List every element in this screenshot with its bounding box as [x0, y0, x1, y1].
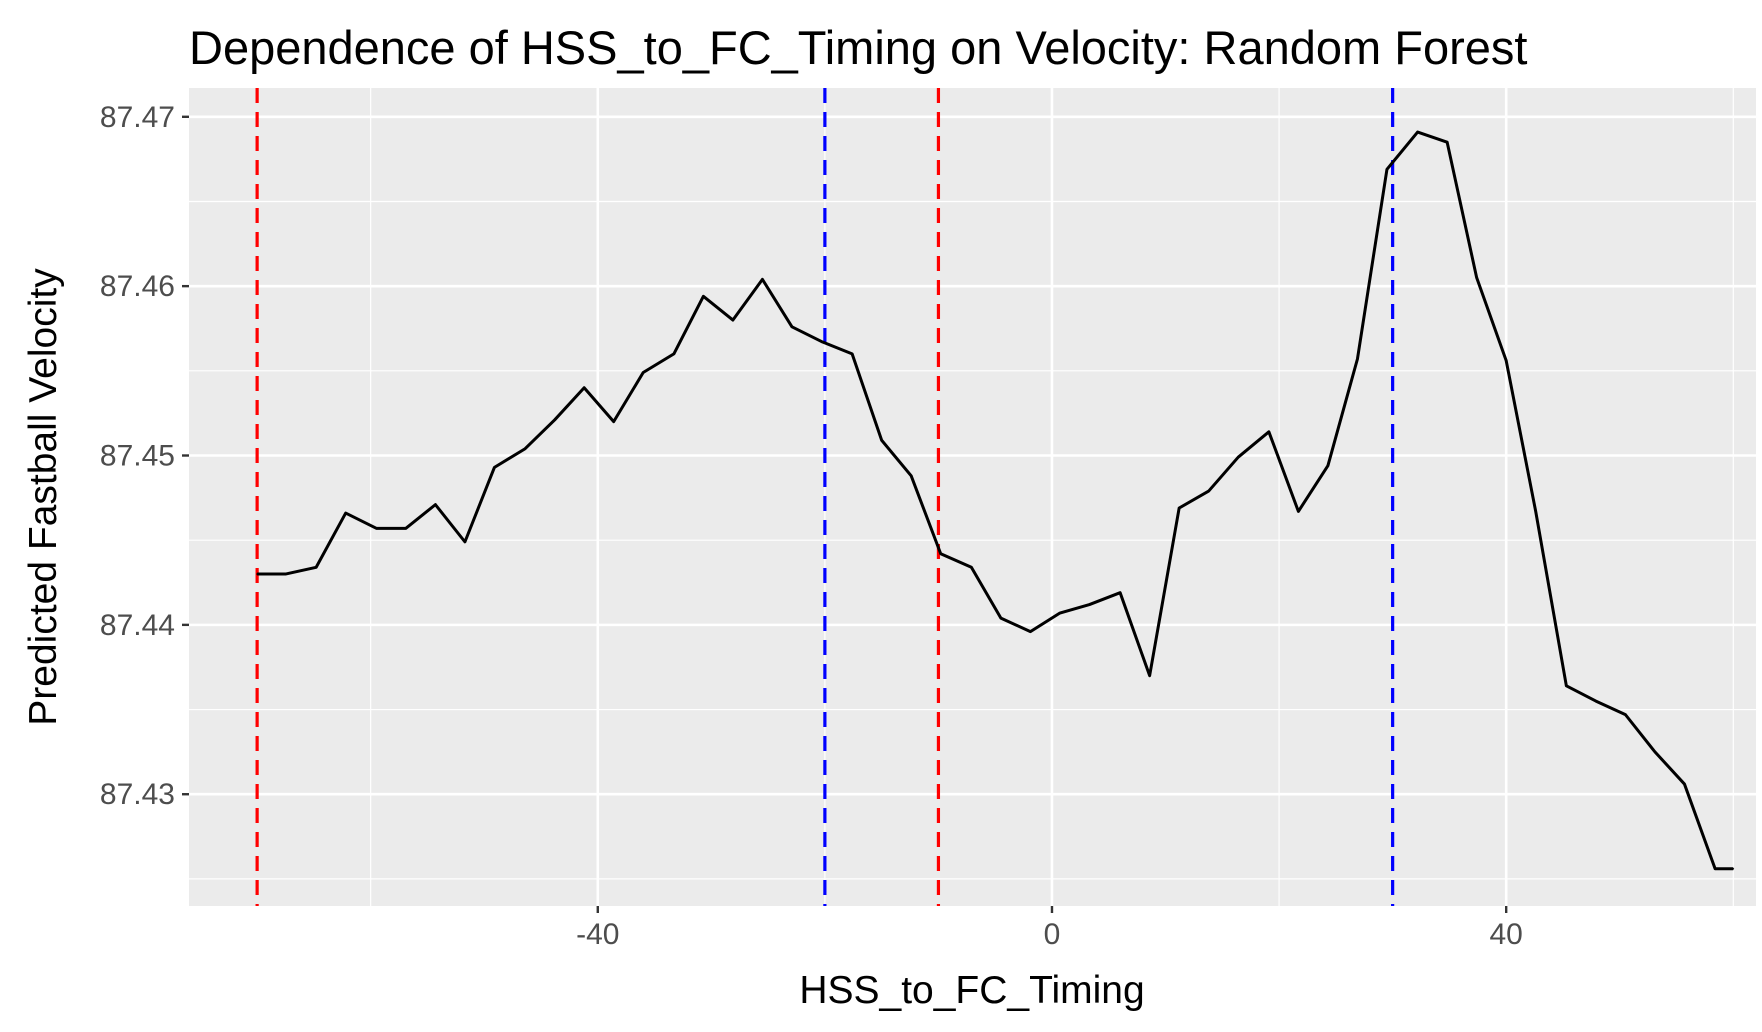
data-point — [1714, 867, 1716, 870]
data-point — [284, 573, 287, 575]
data-point — [1732, 867, 1735, 870]
plot-panel — [189, 88, 1756, 906]
data-point — [405, 527, 407, 530]
y-tick-labels: 87.43 87.44 87.45 87.46 87.47 — [100, 101, 175, 811]
data-point — [464, 541, 466, 543]
y-tick-label: 87.47 — [100, 101, 175, 134]
data-point — [791, 325, 793, 328]
data-point — [1595, 700, 1597, 702]
data-point — [1119, 591, 1121, 594]
data-point — [1268, 430, 1270, 433]
data-point — [1088, 603, 1091, 606]
data-point — [851, 353, 853, 355]
data-point — [612, 420, 615, 423]
data-point — [1475, 276, 1478, 279]
data-point — [1000, 617, 1002, 619]
grid-minor — [189, 88, 1756, 906]
data-point — [375, 527, 378, 530]
axis-ticks — [182, 115, 1508, 913]
data-point — [1356, 358, 1359, 360]
data-point — [1416, 131, 1419, 133]
reference-lines — [255, 88, 1395, 906]
x-tick-labels: -40 0 40 — [576, 918, 1523, 951]
x-tick-label: 0 — [1044, 918, 1061, 951]
data-point — [583, 386, 585, 389]
data-point — [821, 341, 824, 343]
data-point — [1237, 456, 1240, 459]
data-point — [1297, 510, 1300, 513]
data-point — [642, 371, 645, 374]
data-point — [1327, 464, 1329, 467]
data-point — [315, 566, 317, 569]
chart-title: Dependence of HSS_to_FC_Timing on Veloci… — [189, 21, 1527, 74]
y-tick-label: 87.43 — [100, 778, 175, 811]
y-tick-label: 87.46 — [100, 270, 175, 303]
data-point — [970, 566, 973, 569]
grid-major — [189, 88, 1756, 906]
x-tick-label: -40 — [576, 918, 619, 951]
data-point — [1178, 507, 1180, 509]
y-tick-label: 87.45 — [100, 440, 175, 473]
data-point — [1207, 490, 1210, 492]
data-point — [702, 295, 705, 298]
data-point — [434, 503, 437, 506]
data-point — [1386, 168, 1388, 171]
data-point — [673, 353, 675, 355]
data-point — [1446, 141, 1448, 143]
data-point — [1059, 612, 1061, 614]
data-point — [761, 278, 764, 281]
data-point — [880, 439, 883, 442]
data-point — [1624, 713, 1627, 716]
x-tick-label: 40 — [1490, 918, 1523, 951]
data-point — [939, 552, 942, 555]
x-axis-title: HSS_to_FC_Timing — [799, 969, 1144, 1012]
data-point — [1565, 685, 1568, 687]
data-point — [493, 466, 496, 469]
data-point — [1029, 630, 1032, 633]
data-point — [732, 319, 734, 321]
data-point — [1148, 674, 1151, 677]
data-point — [1534, 510, 1537, 513]
data-point — [524, 447, 526, 450]
data-point — [1683, 783, 1686, 785]
data-point — [344, 512, 347, 514]
y-axis-title: Predicted Fastball Velocity — [22, 268, 65, 726]
data-point — [1505, 359, 1507, 362]
data-point — [910, 475, 912, 477]
data-point — [256, 573, 258, 575]
data-point — [553, 419, 556, 421]
data-point — [1654, 751, 1656, 753]
series-layer — [256, 130, 1735, 871]
y-tick-label: 87.44 — [100, 609, 175, 642]
